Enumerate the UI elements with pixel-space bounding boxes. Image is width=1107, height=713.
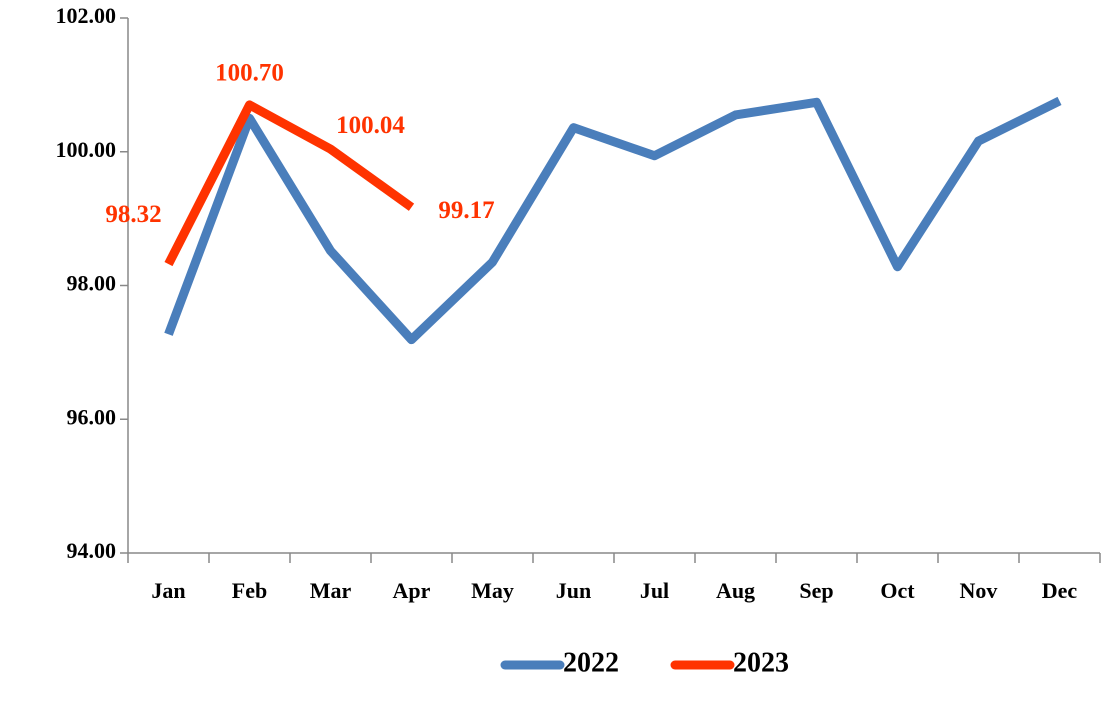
y-tick-label: 94.00	[67, 538, 117, 563]
x-tick-label: Jan	[151, 578, 185, 603]
x-tick-label: Apr	[393, 578, 431, 603]
x-tick-label: May	[471, 578, 514, 603]
legend-label: 2023	[733, 647, 789, 678]
x-tick-label: Dec	[1042, 578, 1078, 603]
series-line	[164, 100, 415, 267]
x-tick-label: Sep	[799, 578, 833, 603]
x-tick-label: Mar	[310, 578, 352, 603]
x-tick-label: Aug	[716, 578, 755, 603]
data-label: 100.04	[336, 112, 405, 139]
y-tick-label: 98.00	[67, 271, 117, 296]
x-tick-label: Jul	[640, 578, 669, 603]
data-label: 98.32	[105, 201, 161, 228]
series-line	[164, 96, 1062, 345]
legend-label: 2022	[563, 647, 619, 678]
y-tick-label: 102.00	[56, 3, 117, 28]
x-tick-label: Jun	[556, 578, 591, 603]
data-label: 100.70	[215, 60, 284, 87]
x-tick-label: Feb	[232, 578, 267, 603]
y-tick-label: 100.00	[56, 137, 117, 162]
x-tick-label: Oct	[880, 578, 915, 603]
x-tick-label: Nov	[960, 578, 998, 603]
y-tick-label: 96.00	[67, 404, 117, 429]
data-label: 99.17	[438, 197, 494, 224]
